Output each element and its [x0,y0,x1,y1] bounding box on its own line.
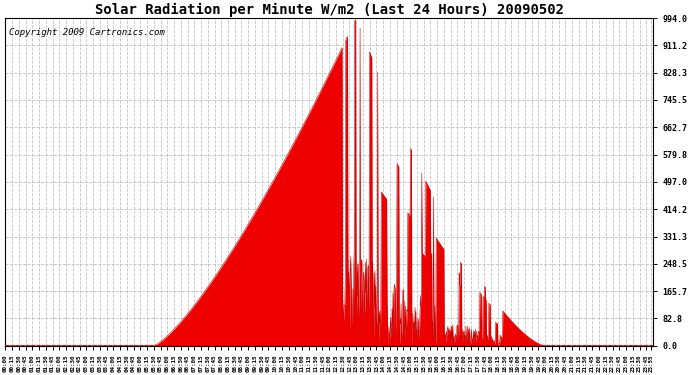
Text: Copyright 2009 Cartronics.com: Copyright 2009 Cartronics.com [8,28,164,37]
Title: Solar Radiation per Minute W/m2 (Last 24 Hours) 20090502: Solar Radiation per Minute W/m2 (Last 24… [95,3,564,17]
